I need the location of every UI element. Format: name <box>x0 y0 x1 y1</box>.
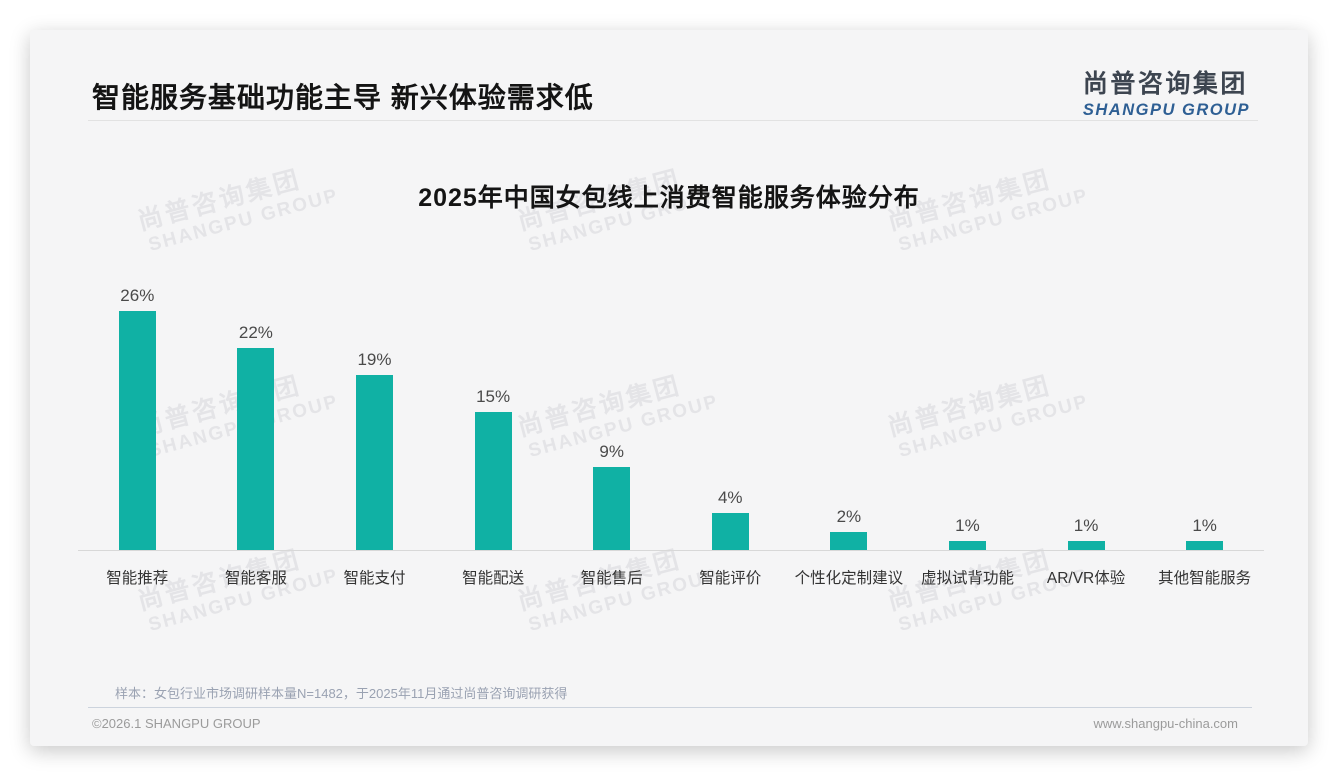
bar <box>1186 541 1224 550</box>
category-label: 智能评价 <box>699 570 762 587</box>
category-label: 虚拟试背功能 <box>920 570 1014 587</box>
bar <box>830 532 868 550</box>
category-label: 智能客服 <box>224 570 287 587</box>
bar-column: 1% <box>1145 279 1264 550</box>
page-title: 智能服务基础功能主导 新兴体验需求低 <box>92 82 594 113</box>
category-label: 其他智能服务 <box>1158 570 1252 587</box>
category-label: 智能支付 <box>343 570 406 587</box>
bar-value-label: 1% <box>1192 516 1217 535</box>
footer-divider <box>88 707 1252 708</box>
company-logo: 尚普咨询集团 SHANGPU GROUP <box>1083 64 1250 120</box>
category-label: 智能配送 <box>462 570 525 587</box>
category-label: 智能推荐 <box>106 570 169 587</box>
bar-value-label: 1% <box>955 516 980 535</box>
website-text: www.shangpu-china.com <box>1093 716 1238 731</box>
bar-column: 26% <box>78 279 197 550</box>
logo-cn-text: 尚普咨询集团 <box>1082 70 1248 98</box>
bar-column: 9% <box>552 279 671 550</box>
header-divider <box>88 120 1258 121</box>
bar-value-label: 15% <box>476 387 511 406</box>
bar-value-label: 19% <box>357 350 392 369</box>
report-card: 尚普咨询集团 SHANGPU GROUP 尚普咨询集团 SHANGPU GROUP 尚普… <box>30 30 1308 746</box>
bar-value-label: 1% <box>1073 516 1099 535</box>
bar <box>237 348 275 550</box>
footer: ©2026.1 SHANGPU GROUP www.shangpu-china.… <box>92 716 1238 731</box>
category-label: 智能售后 <box>580 570 643 587</box>
category-axis: 智能推荐 智能客服 智能支付 智能配送 智能售后 智能评价 个性化定制建议 虚拟试背功能 AR/… <box>78 566 1264 588</box>
bar-column: 15% <box>434 279 553 550</box>
bar-column: 4% <box>671 279 790 550</box>
sample-note: 样本：女包行业市场调研样本量N=1482，于2025年11月通过尚普咨询调研获得 <box>115 686 568 701</box>
bar-column: 1% <box>1027 279 1146 550</box>
copyright-text: ©2026.1 SHANGPU GROUP <box>92 716 261 731</box>
bar-value-label: 4% <box>717 488 743 507</box>
bar-column: 2% <box>790 279 909 550</box>
bar <box>593 467 631 550</box>
bar <box>948 541 986 550</box>
bar <box>1067 541 1105 550</box>
bar-column: 22% <box>197 279 316 550</box>
bar <box>711 513 749 550</box>
category-label: 个性化定制建议 <box>794 570 904 587</box>
header: 智能服务基础功能主导 新兴体验需求低 尚普咨询集团 SHANGPU GROUP <box>92 64 1250 120</box>
bar-value-label: 26% <box>120 286 155 305</box>
chart-title: 2025年中国女包线上消费智能服务体验分布 <box>418 184 920 212</box>
bar-column: 19% <box>315 279 434 550</box>
bar-chart-plot: 26% 22% 19% 15% 9% 4% 2% 1% 1% 1% <box>78 279 1264 551</box>
bar <box>474 412 512 550</box>
bar-value-label: 9% <box>599 442 624 461</box>
logo-en-text: SHANGPU GROUP <box>1082 101 1250 119</box>
bar-value-label: 22% <box>238 323 273 342</box>
bar <box>355 375 393 550</box>
category-label: AR/VR体验 <box>1046 570 1126 587</box>
bar <box>118 311 156 550</box>
bar-value-label: 2% <box>836 507 862 526</box>
bar-column: 1% <box>908 279 1027 550</box>
